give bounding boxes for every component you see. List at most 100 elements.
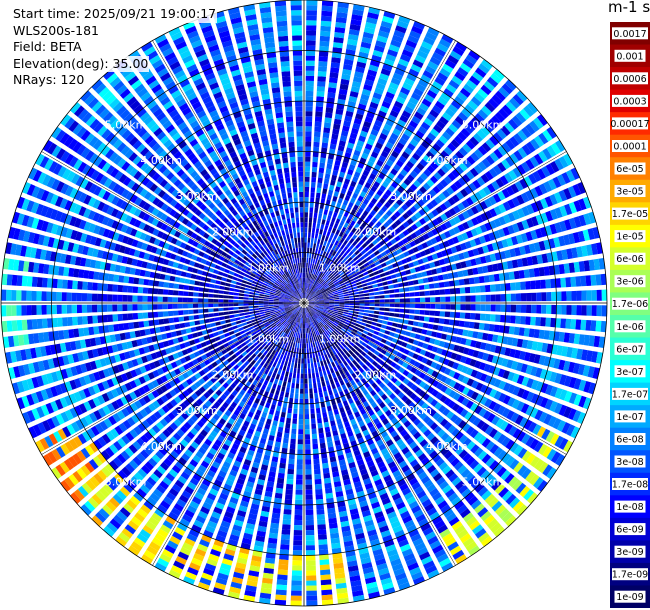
gate-cell — [446, 512, 457, 523]
gate-cell — [304, 277, 306, 283]
gate-cell — [341, 215, 347, 222]
gate-cell — [464, 492, 475, 502]
gate-cell — [511, 337, 519, 347]
gate-cell — [475, 393, 484, 403]
gate-cell — [116, 453, 127, 464]
gate-cell — [359, 191, 367, 198]
gate-cell — [383, 163, 391, 171]
gate-cell — [427, 535, 439, 545]
gate-cell — [181, 380, 189, 389]
gate-cell — [207, 520, 218, 529]
gate-cell — [473, 276, 480, 284]
gate-cell — [381, 277, 387, 282]
gate-cell — [454, 115, 465, 126]
gate-cell — [393, 497, 404, 506]
gate-cell — [215, 422, 224, 430]
gate-cell — [348, 368, 354, 375]
gate-cell — [314, 126, 322, 133]
gate-cell — [457, 202, 466, 211]
gate-cell — [306, 5, 318, 11]
gate-cell — [333, 366, 338, 372]
gate-cell — [546, 126, 557, 139]
gate-cell — [529, 407, 539, 419]
gate-cell — [249, 423, 256, 430]
gate-cell — [315, 111, 323, 117]
gate-cell — [311, 285, 314, 290]
gate-cell — [262, 577, 273, 584]
gate-cell — [294, 310, 298, 316]
gate-cell — [269, 527, 279, 534]
gate-cell — [462, 210, 470, 220]
gate-cell — [442, 112, 452, 122]
gate-cell — [344, 346, 351, 352]
gate-cell — [329, 357, 334, 363]
gate-cell — [337, 197, 343, 204]
gate-cell — [378, 315, 384, 320]
gate-cell — [314, 478, 322, 485]
gate-cell — [332, 322, 338, 327]
gate-cell — [266, 325, 272, 330]
gate-cell — [376, 371, 383, 378]
gate-cell — [328, 266, 333, 272]
gate-cell — [412, 339, 419, 346]
gate-cell — [352, 359, 358, 366]
gate-cell — [315, 499, 324, 505]
gate-cell — [376, 336, 383, 342]
gate-cell — [279, 391, 285, 397]
gate-cell — [353, 449, 361, 457]
gate-cell — [472, 417, 481, 427]
gate-cell — [79, 417, 89, 428]
gate-cell — [585, 320, 592, 331]
gate-cell — [213, 539, 225, 548]
gate-cell — [526, 292, 532, 302]
gate-cell — [389, 331, 395, 337]
gate-cell — [370, 276, 376, 281]
gate-cell — [385, 506, 395, 515]
gate-cell — [393, 317, 399, 323]
gate-cell — [293, 310, 298, 315]
gate-cell — [191, 524, 202, 533]
gate-cell — [260, 360, 265, 367]
gate-cell — [322, 326, 326, 332]
gate-cell — [308, 368, 311, 374]
gate-cell — [327, 281, 333, 285]
gate-cell — [276, 431, 283, 438]
gate-cell — [305, 307, 308, 313]
gate-cell — [568, 202, 578, 214]
gate-cell — [295, 352, 299, 359]
gate-cell — [408, 401, 416, 410]
gate-cell — [360, 93, 370, 101]
gate-cell — [272, 451, 280, 458]
gate-cell — [204, 438, 213, 447]
gate-cell — [432, 454, 442, 463]
gate-cell — [287, 335, 292, 341]
gate-cell — [563, 188, 572, 200]
gate-cell — [336, 276, 342, 281]
gate-cell — [292, 372, 297, 379]
gate-cell — [295, 337, 299, 343]
gate-cell — [377, 209, 385, 217]
gate-cell — [375, 82, 386, 91]
gate-cell — [361, 371, 368, 378]
gate-cell — [388, 312, 395, 317]
gate-cell — [429, 246, 436, 254]
gate-cell — [262, 356, 268, 362]
gate-cell — [504, 423, 513, 434]
gate-cell — [281, 320, 286, 325]
gate-cell — [429, 290, 436, 296]
gate-cell — [149, 473, 160, 483]
gate-cell — [326, 335, 331, 341]
gate-cell — [452, 271, 459, 279]
gate-cell — [186, 533, 198, 543]
gate-cell — [401, 446, 410, 455]
gate-cell — [365, 576, 377, 585]
gate-cell — [376, 483, 385, 491]
gate-cell — [182, 390, 190, 398]
gate-cell — [379, 272, 386, 278]
gate-cell — [458, 420, 467, 429]
gate-cell — [479, 200, 488, 210]
gate-cell — [475, 215, 484, 224]
gate-cell — [305, 514, 314, 521]
gate-cell — [339, 321, 345, 326]
gate-cell — [364, 455, 373, 463]
